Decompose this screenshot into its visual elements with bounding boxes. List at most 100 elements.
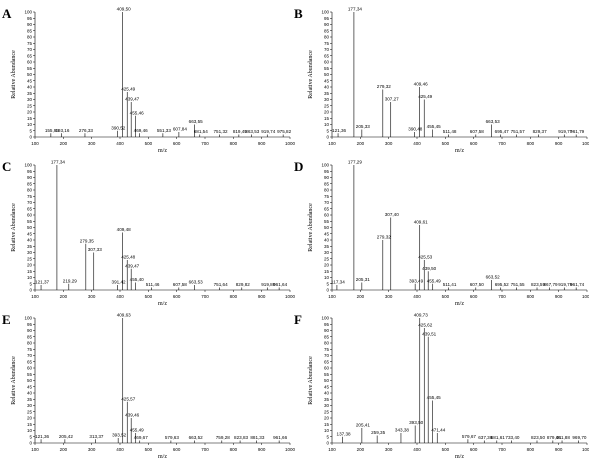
x-tick-label: 300 (88, 447, 96, 452)
peak-label: 759,28 (216, 435, 230, 440)
peak-label: 919,74 (261, 129, 275, 134)
y-tick-label: 100 (24, 163, 32, 168)
x-tick-label: 1000 (285, 141, 296, 146)
y-tick-label: 25 (27, 103, 33, 108)
peak-label: 276,33 (79, 128, 93, 133)
x-tick-label: 500 (145, 141, 153, 146)
peak-label: 279,32 (377, 235, 391, 240)
peak-label: 219,29 (63, 278, 77, 283)
y-tick-label: 35 (324, 397, 330, 402)
y-tick-label: 75 (324, 41, 330, 46)
peak-label: 681,61 (491, 435, 505, 440)
peak-label: 117,34 (331, 280, 345, 285)
peak-label: 455,45 (427, 124, 441, 129)
x-tick-label: 600 (470, 294, 478, 299)
y-tick-label: 5 (29, 434, 32, 439)
y-tick-label: 0 (29, 441, 32, 446)
peak-label: 695,47 (495, 129, 509, 134)
spectrum-panel-d: D051015202530354045505560657075808590951… (294, 159, 589, 307)
y-tick-label: 40 (324, 85, 330, 90)
peak-label: 551,33 (157, 128, 171, 133)
peak-label: 391,42 (112, 280, 126, 285)
peak-label: 279,32 (377, 84, 391, 89)
y-tick-label: 10 (27, 122, 33, 127)
y-tick-label: 90 (324, 328, 330, 333)
peak-label: 307,27 (385, 97, 399, 102)
x-tick-label: 300 (88, 294, 96, 299)
y-tick-label: 100 (321, 163, 329, 168)
y-axis-title: Relative Abundance (308, 356, 314, 405)
x-tick-label: 500 (442, 447, 450, 452)
y-tick-label: 5 (29, 281, 32, 286)
y-tick-label: 85 (27, 334, 33, 339)
y-tick-label: 85 (324, 181, 330, 186)
peak-label: 455,40 (130, 277, 144, 282)
peak-label: 881,33 (250, 435, 264, 440)
y-tick-label: 35 (324, 91, 330, 96)
y-tick-label: 15 (324, 422, 330, 427)
y-tick-label: 35 (27, 397, 33, 402)
y-tick-label: 85 (324, 28, 330, 33)
y-axis-title: Relative Abundance (308, 203, 314, 252)
y-tick-label: 5 (29, 128, 32, 133)
x-tick-label: 700 (498, 294, 506, 299)
y-tick-label: 25 (324, 103, 330, 108)
spectrum-panel-f: F051015202530354045505560657075808590951… (294, 312, 589, 460)
x-tick-label: 100 (31, 447, 39, 452)
x-tick-label: 1000 (582, 294, 589, 299)
x-tick-label: 600 (173, 294, 181, 299)
y-tick-label: 70 (27, 200, 33, 205)
peak-label: 390,52 (111, 125, 125, 130)
x-tick-label: 900 (555, 447, 563, 452)
spectrum-panel-c: C051015202530354045505560657075808590951… (2, 159, 296, 307)
peak-label: 663,52 (486, 275, 500, 280)
peak-label: 919,77 (558, 129, 572, 134)
y-tick-label: 40 (27, 85, 33, 90)
y-tick-label: 80 (27, 35, 33, 40)
panel-letter: E (2, 312, 11, 327)
peak-label: 751,55 (511, 282, 525, 287)
x-tick-label: 500 (442, 294, 450, 299)
x-tick-label: 700 (498, 141, 506, 146)
y-tick-label: 15 (324, 116, 330, 121)
y-axis-title: Relative Abundance (308, 50, 314, 99)
y-tick-label: 25 (27, 409, 33, 414)
y-tick-label: 55 (324, 372, 330, 377)
y-tick-label: 90 (324, 175, 330, 180)
y-tick-label: 70 (324, 353, 330, 358)
peak-label: 279,35 (80, 238, 94, 243)
y-tick-label: 95 (27, 322, 33, 327)
y-tick-label: 15 (324, 269, 330, 274)
y-tick-label: 55 (27, 219, 33, 224)
x-tick-label: 1000 (582, 141, 589, 146)
y-tick-label: 75 (27, 347, 33, 352)
y-tick-label: 75 (324, 194, 330, 199)
peak-label: 313,37 (89, 434, 103, 439)
x-axis-title: m/z (455, 454, 464, 460)
peak-label: 439,50 (422, 266, 436, 271)
x-tick-label: 100 (328, 294, 336, 299)
panel-letter: B (294, 6, 303, 21)
y-tick-label: 30 (27, 250, 33, 255)
y-tick-label: 5 (326, 434, 329, 439)
peak-label: 511,48 (443, 129, 457, 134)
y-tick-label: 45 (27, 78, 33, 83)
y-tick-label: 60 (324, 213, 330, 218)
peak-label: 607,50 (470, 282, 484, 287)
peak-label: 511,46 (146, 282, 160, 287)
y-tick-label: 0 (29, 288, 32, 293)
y-tick-label: 80 (324, 188, 330, 193)
x-tick-label: 900 (258, 447, 266, 452)
x-tick-label: 400 (116, 294, 124, 299)
x-axis-title: m/z (455, 148, 464, 154)
x-tick-label: 300 (385, 447, 393, 452)
y-tick-label: 95 (27, 169, 33, 174)
y-tick-label: 20 (324, 110, 330, 115)
y-tick-label: 80 (27, 341, 33, 346)
peak-label: 439,47 (125, 263, 139, 268)
peak-label: 637,38 (478, 435, 492, 440)
x-tick-label: 800 (527, 447, 535, 452)
y-tick-label: 15 (27, 116, 33, 121)
peak-label: 663,53 (189, 280, 203, 285)
